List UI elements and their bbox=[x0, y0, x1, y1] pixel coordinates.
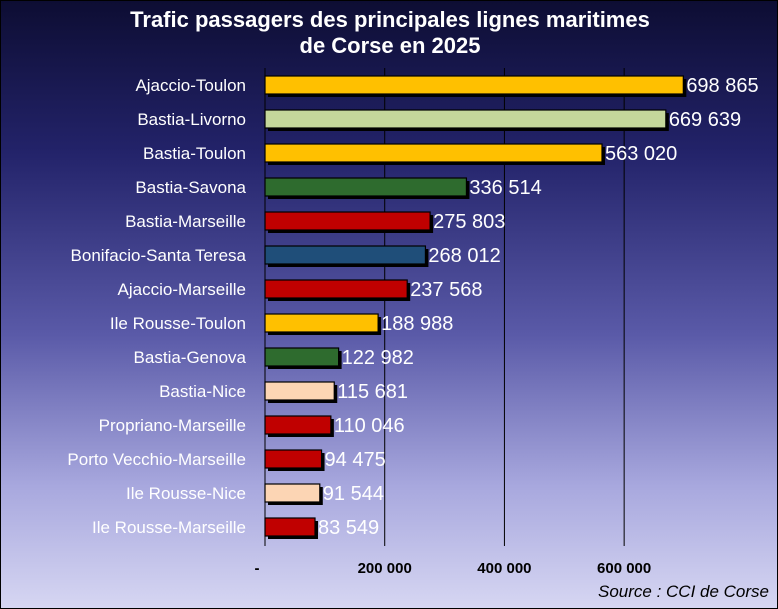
bar bbox=[264, 347, 340, 367]
category-label: Porto Vecchio-Marseille bbox=[67, 450, 246, 469]
category-label: Ajaccio-Toulon bbox=[135, 76, 246, 95]
x-tick-label: 600 000 bbox=[597, 560, 651, 577]
category-label: Bonifacio-Santa Teresa bbox=[71, 246, 247, 265]
data-label: 237 568 bbox=[410, 279, 482, 301]
data-label: 83 549 bbox=[318, 517, 379, 539]
bar bbox=[264, 245, 427, 265]
data-label: 336 514 bbox=[469, 177, 541, 199]
bar bbox=[264, 517, 316, 537]
data-label: 563 020 bbox=[605, 143, 677, 165]
chart-title: Trafic passagers des principales lignes … bbox=[1, 7, 777, 59]
category-label: Bastia-Marseille bbox=[125, 212, 246, 231]
category-label: Bastia-Savona bbox=[135, 178, 246, 197]
bar bbox=[264, 279, 408, 299]
bar bbox=[264, 415, 332, 435]
category-label: Bastia-Nice bbox=[159, 382, 246, 401]
category-label: Ile Rousse-Marseille bbox=[92, 518, 246, 537]
bar bbox=[264, 449, 323, 469]
data-label: 91 544 bbox=[323, 483, 384, 505]
chart-title-line-1: Trafic passagers des principales lignes … bbox=[130, 7, 650, 32]
category-label: Ajaccio-Marseille bbox=[118, 280, 246, 299]
data-label: 94 475 bbox=[325, 449, 386, 471]
x-tick-label: - bbox=[255, 560, 260, 577]
category-label: Ile Rousse-Nice bbox=[126, 484, 246, 503]
category-label: Bastia-Livorno bbox=[137, 110, 246, 129]
bar bbox=[264, 483, 321, 503]
data-label: 669 639 bbox=[669, 109, 741, 131]
data-label: 110 046 bbox=[334, 415, 405, 437]
source-note: Source : CCI de Corse bbox=[597, 582, 769, 601]
category-label: Propriano-Marseille bbox=[99, 416, 246, 435]
data-label: 698 865 bbox=[686, 75, 758, 97]
bar bbox=[264, 109, 667, 129]
data-label: 115 681 bbox=[337, 381, 408, 403]
category-label: Ile Rousse-Toulon bbox=[110, 314, 246, 333]
data-label: 122 982 bbox=[342, 347, 414, 369]
bar bbox=[264, 75, 684, 95]
x-tick-label: 200 000 bbox=[358, 560, 412, 577]
data-label: 188 988 bbox=[381, 313, 453, 335]
category-label: Bastia-Genova bbox=[134, 348, 247, 367]
data-label: 275 803 bbox=[433, 211, 505, 233]
bar bbox=[264, 177, 468, 197]
bar bbox=[264, 381, 335, 401]
data-label: 268 012 bbox=[428, 245, 500, 267]
bar bbox=[264, 143, 603, 163]
chart-title-line-2: de Corse en 2025 bbox=[299, 33, 481, 58]
bar bbox=[264, 211, 431, 231]
category-label: Bastia-Toulon bbox=[143, 144, 246, 163]
x-tick-label: 400 000 bbox=[477, 560, 531, 577]
bar bbox=[264, 313, 379, 333]
